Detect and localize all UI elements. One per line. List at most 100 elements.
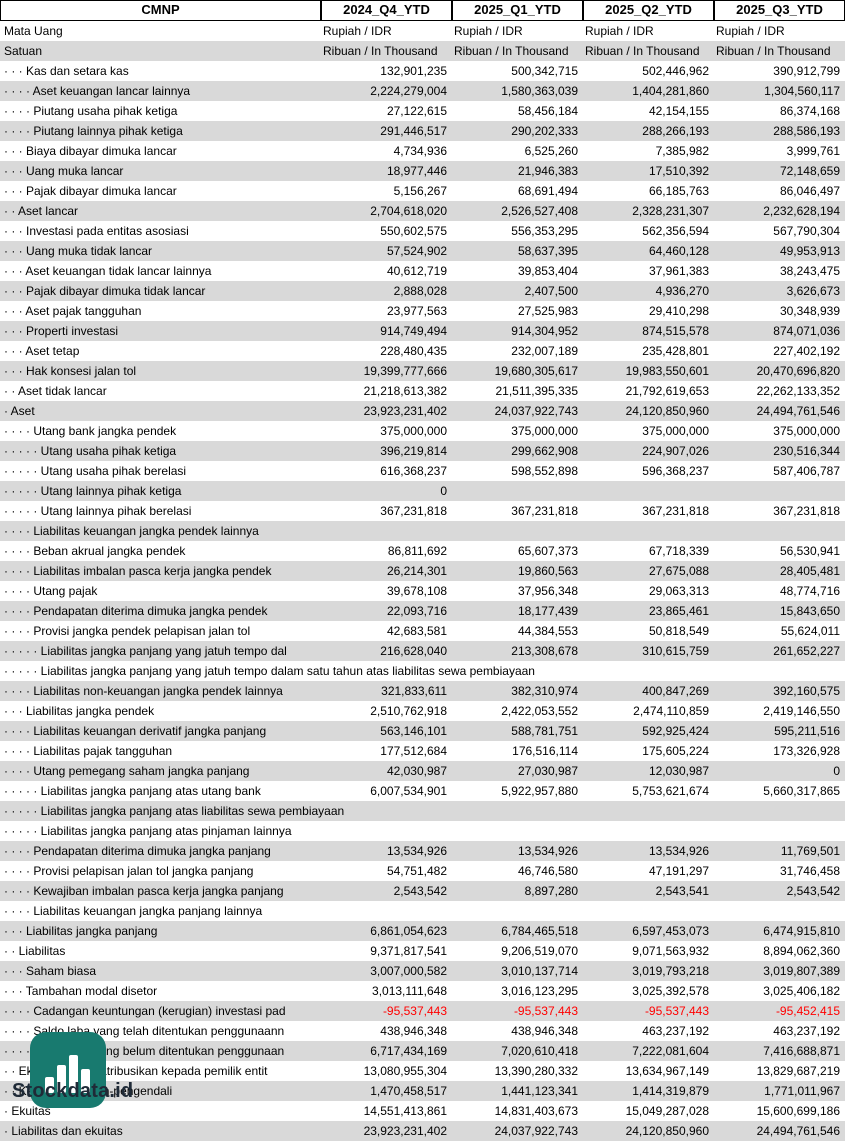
row-value: 21,946,383 bbox=[517, 164, 578, 178]
row-value: 29,410,298 bbox=[648, 304, 709, 318]
row-value: 68,691,494 bbox=[517, 184, 578, 198]
row-value: 23,977,563 bbox=[386, 304, 447, 318]
row-value bbox=[321, 821, 452, 841]
row-value: 173,326,928 bbox=[773, 744, 840, 758]
row-value: 57,524,902 bbox=[386, 244, 447, 258]
row-value: 463,237,192 bbox=[773, 1024, 840, 1038]
row-value bbox=[452, 901, 583, 921]
table-row: · · · · Liabilitas keuangan derivatif ja… bbox=[0, 721, 845, 741]
row-value: 42,030,987 bbox=[386, 764, 447, 778]
row-value: 2,704,618,020 bbox=[370, 204, 447, 218]
row-value: 874,515,578 bbox=[642, 324, 709, 338]
row-value: 67,718,339 bbox=[648, 544, 709, 558]
row-value: Rupiah / IDR bbox=[716, 24, 785, 38]
row-value: 228,480,435 bbox=[380, 344, 447, 358]
row-value: 2,328,231,307 bbox=[632, 204, 709, 218]
row-value: 0 bbox=[440, 484, 447, 498]
row-value: 1,404,281,860 bbox=[632, 84, 709, 98]
row-value: 595,211,516 bbox=[774, 724, 840, 738]
row-value: 3,999,761 bbox=[786, 144, 840, 158]
row-label: · · · · Pendapatan diterima dimuka jangk… bbox=[4, 604, 268, 618]
row-value: 6,007,534,901 bbox=[370, 784, 447, 798]
row-value: 15,843,650 bbox=[779, 604, 840, 618]
row-value: 65,607,373 bbox=[517, 544, 578, 558]
quarter-header: 2025_Q3_YTD bbox=[714, 0, 845, 21]
row-value: 874,071,036 bbox=[773, 324, 840, 338]
row-value: 375,000,000 bbox=[773, 424, 840, 438]
row-value: 261,652,227 bbox=[773, 644, 840, 658]
row-label: · · · · Liabilitas pajak tangguhan bbox=[4, 744, 173, 758]
row-label: · · · Pajak dibayar dimuka lancar bbox=[4, 184, 177, 198]
table-row: · · · · Liabilitas keuangan jangka pende… bbox=[0, 521, 845, 541]
row-value: 224,907,026 bbox=[642, 444, 709, 458]
row-value: 86,374,168 bbox=[779, 104, 840, 118]
table-row: · · · · · Liabilitas jangka panjang atas… bbox=[0, 821, 845, 841]
row-value: 3,025,392,578 bbox=[632, 984, 709, 998]
table-row: · · · Aset pajak tangguhan 23,977,563 27,5… bbox=[0, 301, 845, 321]
row-value: 1,441,123,341 bbox=[501, 1084, 578, 1098]
row-value: 5,156,267 bbox=[393, 184, 447, 198]
row-value: Ribuan / In Thousand bbox=[716, 44, 831, 58]
table-row: · · · · · Liabilitas jangka panjang yang… bbox=[0, 641, 845, 661]
row-value: 21,792,619,653 bbox=[625, 384, 709, 398]
row-label: · · · · Saldo laba yang belum ditentukan… bbox=[4, 1044, 285, 1058]
row-label: · · · Properti investasi bbox=[4, 324, 119, 338]
row-value: 18,977,446 bbox=[386, 164, 447, 178]
table-row: · · · · · Utang lainnya pihak berelasi 36… bbox=[0, 501, 845, 521]
row-value: 500,342,715 bbox=[511, 64, 578, 78]
quarter-header: 2025_Q2_YTD bbox=[583, 0, 714, 21]
row-label: · · · Tambahan modal disetor bbox=[4, 984, 158, 998]
row-value: 3,025,406,182 bbox=[763, 984, 840, 998]
row-value: 42,683,581 bbox=[386, 624, 447, 638]
row-value: 37,956,348 bbox=[517, 584, 578, 598]
row-label: · · · · Liabilitas keuangan derivatif ja… bbox=[4, 724, 267, 738]
row-value: 5,922,957,880 bbox=[501, 784, 578, 798]
row-value bbox=[583, 521, 714, 541]
row-value: 58,456,184 bbox=[517, 104, 578, 118]
row-value: 55,624,011 bbox=[780, 624, 840, 638]
row-value: Ribuan / In Thousand bbox=[585, 44, 700, 58]
row-value: 72,148,659 bbox=[779, 164, 840, 178]
row-value: 1,414,319,879 bbox=[632, 1084, 709, 1098]
table-row: · · · Kas dan setara kas 132,901,235 500,3… bbox=[0, 61, 845, 81]
row-value: 7,222,081,604 bbox=[632, 1044, 709, 1058]
row-value bbox=[714, 661, 845, 681]
row-label: · · · Hak konsesi jalan tol bbox=[4, 364, 137, 378]
row-value: 13,634,967,149 bbox=[625, 1064, 709, 1078]
row-value: 9,206,519,070 bbox=[501, 944, 578, 958]
row-value: 288,586,193 bbox=[773, 124, 840, 138]
row-value bbox=[452, 801, 583, 821]
row-label: · · Aset tidak lancar bbox=[4, 384, 107, 398]
table-row: · · · Liabilitas jangka panjang 6,861,054… bbox=[0, 921, 845, 941]
row-label: · · · Aset tetap bbox=[4, 344, 80, 358]
row-value: 290,202,333 bbox=[511, 124, 578, 138]
row-value: 176,516,114 bbox=[512, 744, 578, 758]
row-value bbox=[452, 481, 583, 501]
row-value: 367,231,818 bbox=[773, 504, 840, 518]
row-value: 375,000,000 bbox=[642, 424, 709, 438]
row-label: · · · · · Utang lainnya pihak ketiga bbox=[4, 484, 182, 498]
row-value bbox=[321, 661, 452, 681]
row-label: · · · · · Liabilitas jangka panjang atas… bbox=[4, 804, 345, 818]
row-value: 13,534,926 bbox=[517, 844, 578, 858]
table-row: · · · · Beban akrual jangka pendek 86,811… bbox=[0, 541, 845, 561]
row-value: 2,407,500 bbox=[524, 284, 578, 298]
row-value: 28,405,481 bbox=[779, 564, 840, 578]
row-value bbox=[714, 801, 845, 821]
row-value: 6,784,465,518 bbox=[501, 924, 578, 938]
row-value: 19,860,563 bbox=[517, 564, 578, 578]
row-value: 24,037,922,743 bbox=[494, 404, 578, 418]
row-label: · · · · · Utang lainnya pihak berelasi bbox=[4, 504, 192, 518]
row-value: 27,525,983 bbox=[517, 304, 578, 318]
row-value: 1,470,458,517 bbox=[370, 1084, 447, 1098]
row-value: 177,512,684 bbox=[380, 744, 447, 758]
table-row: · · · · · Liabilitas jangka panjang atas… bbox=[0, 801, 845, 821]
row-label: · · · · Utang pajak bbox=[4, 584, 98, 598]
row-value: 48,774,716 bbox=[779, 584, 840, 598]
row-value: 9,071,563,932 bbox=[632, 944, 709, 958]
row-label: · · Kepentingan non-pengendali bbox=[4, 1084, 173, 1098]
quarter-header: 2025_Q1_YTD bbox=[452, 0, 583, 21]
row-value: 6,474,915,810 bbox=[763, 924, 840, 938]
row-label: · · · · Utang bank jangka pendek bbox=[4, 424, 177, 438]
